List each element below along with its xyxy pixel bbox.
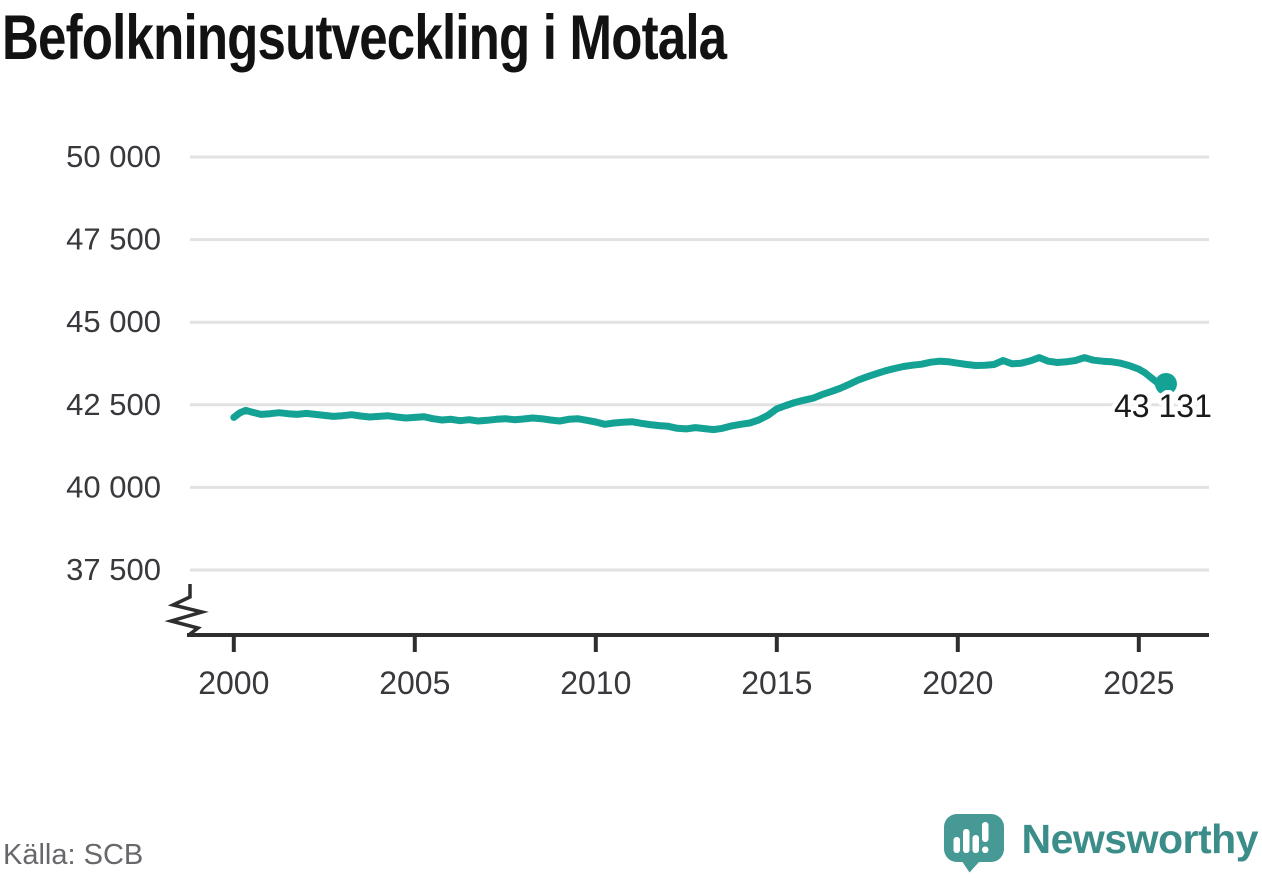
x-axis-tick-label: 2010 [560, 665, 631, 701]
source-note: Källa: SCB [3, 839, 144, 871]
x-axis-tick-label: 2005 [379, 665, 450, 701]
axis-break-icon [164, 584, 209, 637]
x-axis-tick-label: 2025 [1103, 665, 1174, 701]
chart-title: Befolkningsutveckling i Motala [2, 3, 727, 73]
x-axis-tick-label: 2015 [741, 665, 812, 701]
newsworthy-logo: Newsworthy [939, 812, 1259, 873]
x-axis-tick-label: 2020 [922, 665, 993, 701]
logo-bar-icon [972, 835, 979, 853]
logo-bar-icon [962, 829, 969, 853]
y-axis-tick-label: 50 000 [66, 139, 161, 174]
logo-exclamation-icon [981, 822, 988, 842]
newsworthy-bubble-icon [943, 814, 1004, 873]
population-line [230, 354, 1170, 434]
logo-exclamation-dot-icon [981, 846, 988, 853]
x-axis-tick-label: 2000 [198, 665, 269, 701]
latest-value-label: 43 131 [1114, 388, 1212, 424]
y-axis-tick-label: 42 500 [66, 387, 161, 422]
y-axis-tick-label: 37 500 [66, 552, 161, 587]
brand-wordmark: Newsworthy [1021, 816, 1259, 862]
logo-bar-icon [953, 837, 960, 853]
y-axis-tick-label: 45 000 [66, 304, 161, 339]
y-axis-tick-label: 40 000 [66, 469, 161, 504]
latest-point-dot [1154, 372, 1177, 395]
y-axis-tick-label: 47 500 [66, 222, 161, 257]
